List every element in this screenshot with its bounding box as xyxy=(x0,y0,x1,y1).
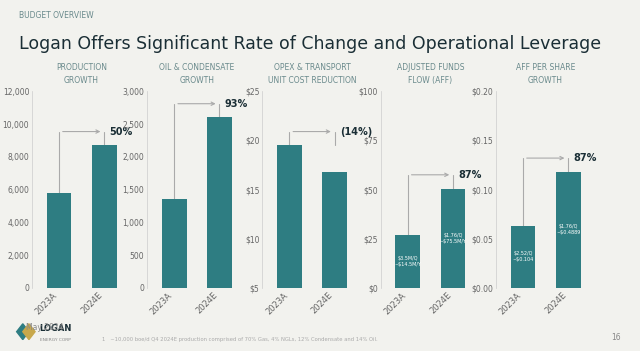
Bar xyxy=(556,172,580,288)
Title: PRODUCTION
GROWTH: PRODUCTION GROWTH xyxy=(56,63,107,85)
Text: $2.52/Q
~$0.104: $2.52/Q ~$0.104 xyxy=(513,251,534,263)
Bar xyxy=(396,235,420,288)
Text: LOGAN: LOGAN xyxy=(40,324,72,333)
Text: BUDGET OVERVIEW: BUDGET OVERVIEW xyxy=(19,11,94,20)
Bar xyxy=(162,199,187,288)
Text: $1.76/Q
~$75.5M/Y: $1.76/Q ~$75.5M/Y xyxy=(440,233,467,244)
Text: (14%): (14%) xyxy=(340,127,372,137)
Text: $1.76/Q
~$0.4889: $1.76/Q ~$0.4889 xyxy=(556,224,580,236)
Bar xyxy=(207,118,232,288)
Text: May 2024: May 2024 xyxy=(26,323,63,332)
Bar xyxy=(511,226,536,288)
Bar xyxy=(322,172,347,337)
Bar xyxy=(440,188,465,288)
Text: 1   ~10,000 boe/d Q4 2024E production comprised of 70% Gas, 4% NGLs, 12% Condens: 1 ~10,000 boe/d Q4 2024E production comp… xyxy=(102,337,378,342)
Bar xyxy=(277,145,302,337)
Text: Logan Offers Significant Rate of Change and Operational Leverage: Logan Offers Significant Rate of Change … xyxy=(19,35,602,53)
Text: 16: 16 xyxy=(611,333,621,342)
Bar xyxy=(47,193,72,288)
Title: ADJUSTED FUNDS
FLOW (AFF): ADJUSTED FUNDS FLOW (AFF) xyxy=(397,63,464,85)
Text: $3.5M/Q
~$14.5M/Y: $3.5M/Q ~$14.5M/Y xyxy=(394,256,421,267)
Text: 87%: 87% xyxy=(458,170,482,180)
Title: AFF PER SHARE
GROWTH: AFF PER SHARE GROWTH xyxy=(516,63,575,85)
Bar xyxy=(92,145,116,288)
Polygon shape xyxy=(23,324,35,340)
Text: 50%: 50% xyxy=(109,127,133,137)
Text: ENERGY CORP: ENERGY CORP xyxy=(40,338,70,342)
Text: 87%: 87% xyxy=(573,153,597,163)
Polygon shape xyxy=(17,324,29,340)
Title: OPEX & TRANSPORT
UNIT COST REDUCTION: OPEX & TRANSPORT UNIT COST REDUCTION xyxy=(268,63,356,85)
Text: 93%: 93% xyxy=(225,99,248,109)
Title: OIL & CONDENSATE
GROWTH: OIL & CONDENSATE GROWTH xyxy=(159,63,234,85)
